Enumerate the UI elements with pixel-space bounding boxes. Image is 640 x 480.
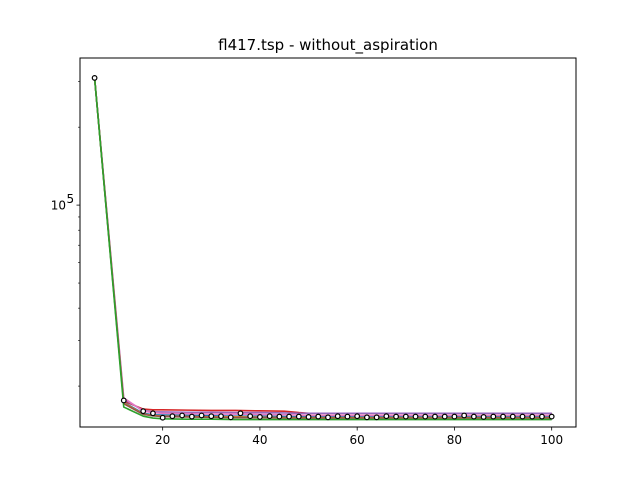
data-marker — [169, 413, 176, 420]
data-marker — [470, 413, 477, 420]
data-marker — [500, 413, 506, 420]
plot-area — [80, 58, 576, 427]
data-marker — [490, 413, 497, 420]
data-marker — [276, 413, 283, 420]
data-marker — [334, 413, 341, 420]
data-marker — [461, 412, 468, 419]
data-marker — [383, 413, 390, 420]
data-marker — [509, 413, 516, 420]
plot-frame — [79, 57, 577, 428]
data-marker — [305, 414, 312, 420]
data-marker — [325, 414, 331, 421]
data-marker — [354, 413, 361, 420]
x-tick-label: 20 — [155, 433, 170, 447]
data-marker — [402, 413, 409, 420]
data-marker — [548, 413, 555, 420]
data-marker — [393, 413, 399, 420]
data-marker — [198, 412, 205, 419]
y-tick-label: 10 — [51, 199, 66, 213]
data-marker — [188, 413, 195, 420]
x-axis: 20 40 60 80 100 — [155, 427, 563, 447]
data-marker — [344, 413, 351, 420]
data-marker — [539, 413, 545, 420]
data-marker — [295, 413, 302, 420]
marker-layer — [91, 74, 555, 421]
x-tick-label: 60 — [350, 433, 365, 447]
data-marker — [422, 413, 429, 420]
data-marker — [529, 413, 536, 420]
data-marker — [159, 414, 166, 421]
data-marker — [480, 414, 487, 420]
data-marker — [237, 410, 244, 417]
data-marker — [412, 413, 419, 420]
x-tick-label: 100 — [540, 433, 563, 447]
y-axis: 10 5 — [51, 81, 80, 387]
data-marker — [266, 413, 273, 420]
data-marker — [432, 413, 438, 420]
data-marker — [257, 414, 263, 420]
data-marker — [451, 413, 458, 420]
data-marker — [441, 413, 448, 420]
data-marker — [179, 412, 186, 419]
data-marker — [218, 413, 224, 420]
x-tick-label: 80 — [447, 433, 462, 447]
series-line-2 — [93, 77, 552, 415]
data-marker — [364, 414, 370, 421]
data-marker — [315, 413, 322, 420]
data-marker — [227, 414, 234, 421]
chart-title: fl417.tsp - without_aspiration — [218, 36, 438, 55]
data-marker — [150, 410, 156, 417]
y-tick-label-exponent: 5 — [67, 192, 75, 206]
data-marker — [91, 74, 98, 81]
x-tick-label: 40 — [252, 433, 267, 447]
data-marker — [140, 408, 147, 415]
data-marker — [208, 413, 215, 420]
data-marker — [373, 414, 380, 421]
data-marker — [519, 413, 526, 420]
data-marker — [247, 413, 254, 420]
data-marker — [286, 413, 293, 420]
data-marker — [120, 397, 127, 404]
